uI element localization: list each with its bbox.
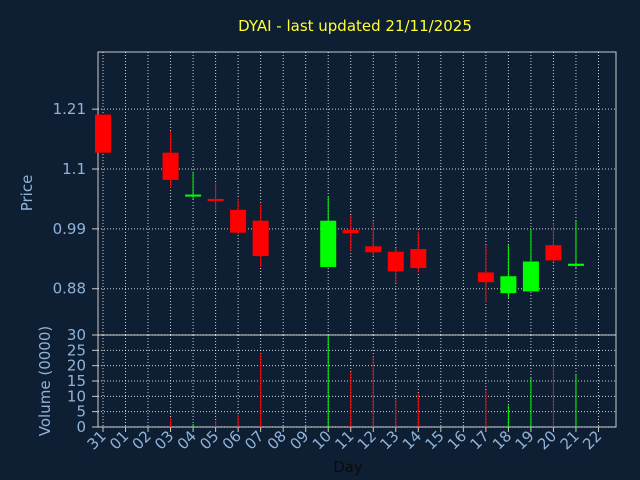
candle-body bbox=[162, 152, 179, 180]
price-tick-label: 0.99 bbox=[53, 220, 86, 238]
volume-tick-label: 0 bbox=[76, 418, 86, 436]
candle-body bbox=[320, 220, 337, 267]
price-tick-label: 1.21 bbox=[53, 100, 86, 118]
volume-tick-label: 5 bbox=[76, 403, 86, 421]
candle-body bbox=[500, 276, 517, 294]
candle-body bbox=[185, 194, 202, 197]
volume-tick-label: 30 bbox=[67, 326, 86, 344]
chart-title: DYAI - last updated 21/11/2025 bbox=[238, 17, 472, 35]
price-y-ticks: 0.88 0.99 1.1 1.21 bbox=[53, 100, 98, 298]
price-tick-label: 0.88 bbox=[53, 280, 86, 298]
candle-body bbox=[387, 251, 404, 272]
price-y-label: Price bbox=[18, 175, 36, 212]
candle-body bbox=[95, 114, 111, 153]
candle-body bbox=[477, 272, 494, 283]
volume-tick-label: 10 bbox=[67, 387, 86, 405]
volume-tick-label: 25 bbox=[67, 341, 86, 359]
candle-body bbox=[365, 246, 382, 253]
candle-body bbox=[342, 229, 359, 234]
candle-body bbox=[230, 209, 247, 233]
candle-body bbox=[545, 245, 562, 261]
x-axis-label: Day bbox=[333, 458, 363, 476]
candle-body bbox=[567, 263, 584, 266]
volume-bars bbox=[170, 335, 577, 427]
candles bbox=[95, 114, 584, 303]
volume-y-label: Volume (0000) bbox=[36, 326, 54, 436]
x-ticks: 3101020304050607080910111213141516171819… bbox=[84, 427, 605, 453]
candle-body bbox=[410, 249, 427, 269]
candle-body bbox=[252, 220, 269, 257]
price-panel: 0.88 0.99 1.1 1.21 Price bbox=[18, 51, 617, 336]
price-tick-label: 1.1 bbox=[62, 160, 86, 178]
candle-body bbox=[522, 261, 539, 292]
volume-tick-label: 20 bbox=[67, 357, 86, 375]
volume-tick-label: 15 bbox=[67, 372, 86, 390]
candle-body bbox=[207, 198, 224, 201]
